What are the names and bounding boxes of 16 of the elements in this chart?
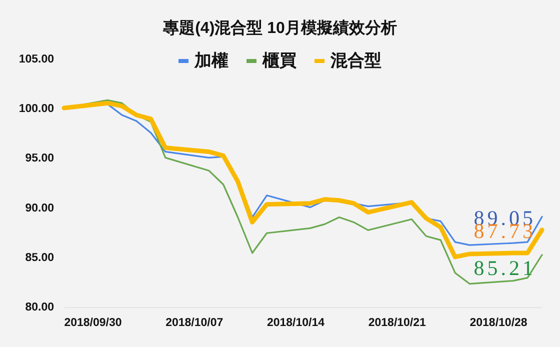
x-tick-label: 2018/10/07 — [166, 317, 224, 329]
x-tick-label: 2018/09/30 — [64, 317, 122, 329]
y-tick-label: 95.00 — [25, 152, 54, 165]
x-tick-label: 2018/10/21 — [368, 317, 427, 329]
y-tick-label: 105.00 — [18, 53, 54, 66]
y-tick-label: 90.00 — [25, 202, 54, 214]
chart-title: 專題(4)混合型 10月模擬績效分析 — [162, 19, 397, 37]
y-tick-label: 100.00 — [18, 103, 54, 116]
legend-label: 混合型 — [330, 51, 382, 70]
y-tick-label: 80.00 — [25, 302, 54, 314]
x-tick-label: 2018/10/28 — [470, 317, 528, 329]
x-tick-label: 2018/10/14 — [266, 317, 326, 329]
y-tick-label: 85.00 — [25, 252, 54, 264]
legend-label: 加權 — [194, 51, 228, 70]
annotation: 85.21 — [474, 256, 536, 280]
legend-label: 櫃買 — [262, 51, 296, 70]
